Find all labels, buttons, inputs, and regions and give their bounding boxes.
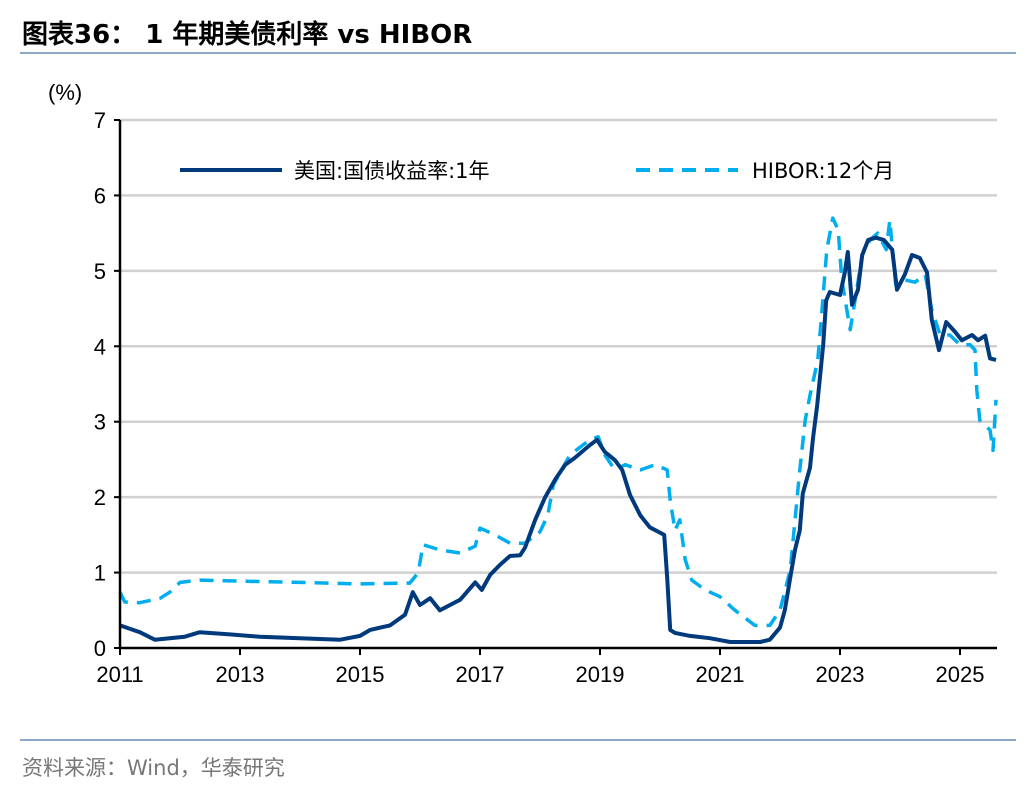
x-tick-label: 2013 bbox=[216, 662, 265, 687]
y-tick-label: 2 bbox=[94, 485, 106, 510]
series-line-treasury bbox=[119, 235, 997, 644]
legend-label-hibor: HIBOR:12个月 bbox=[752, 159, 894, 183]
title-divider bbox=[20, 52, 1016, 54]
y-tick-label: 7 bbox=[94, 108, 106, 133]
y-tick-label: 3 bbox=[94, 410, 106, 435]
x-tick-label: 2025 bbox=[936, 662, 985, 687]
figure-title: 图表36： 1 年期美债利率 vs HIBOR bbox=[22, 20, 473, 50]
y-tick-label: 6 bbox=[94, 183, 106, 208]
y-tick-label: 1 bbox=[94, 561, 106, 586]
x-tick-label: 2023 bbox=[816, 662, 865, 687]
x-tick-label: 2019 bbox=[576, 662, 625, 687]
y-tick-label: 4 bbox=[94, 334, 106, 359]
y-tick-label: 5 bbox=[94, 259, 106, 284]
x-tick-label: 2015 bbox=[336, 662, 385, 687]
x-tick-label: 2011 bbox=[96, 662, 143, 687]
footer-divider bbox=[20, 739, 1016, 741]
source-note: 资料来源：Wind，华泰研究 bbox=[22, 756, 285, 780]
series-line-hibor bbox=[118, 216, 998, 628]
legend-label-treasury: 美国:国债收益率:1年 bbox=[294, 159, 490, 183]
legend: 美国:国债收益率:1年 HIBOR:12个月 bbox=[180, 159, 894, 183]
x-tick-label: 2021 bbox=[696, 662, 745, 687]
y-tick-label: 0 bbox=[94, 636, 106, 661]
x-tick-label: 2017 bbox=[456, 662, 505, 687]
y-axis-label: (%) bbox=[48, 80, 82, 105]
